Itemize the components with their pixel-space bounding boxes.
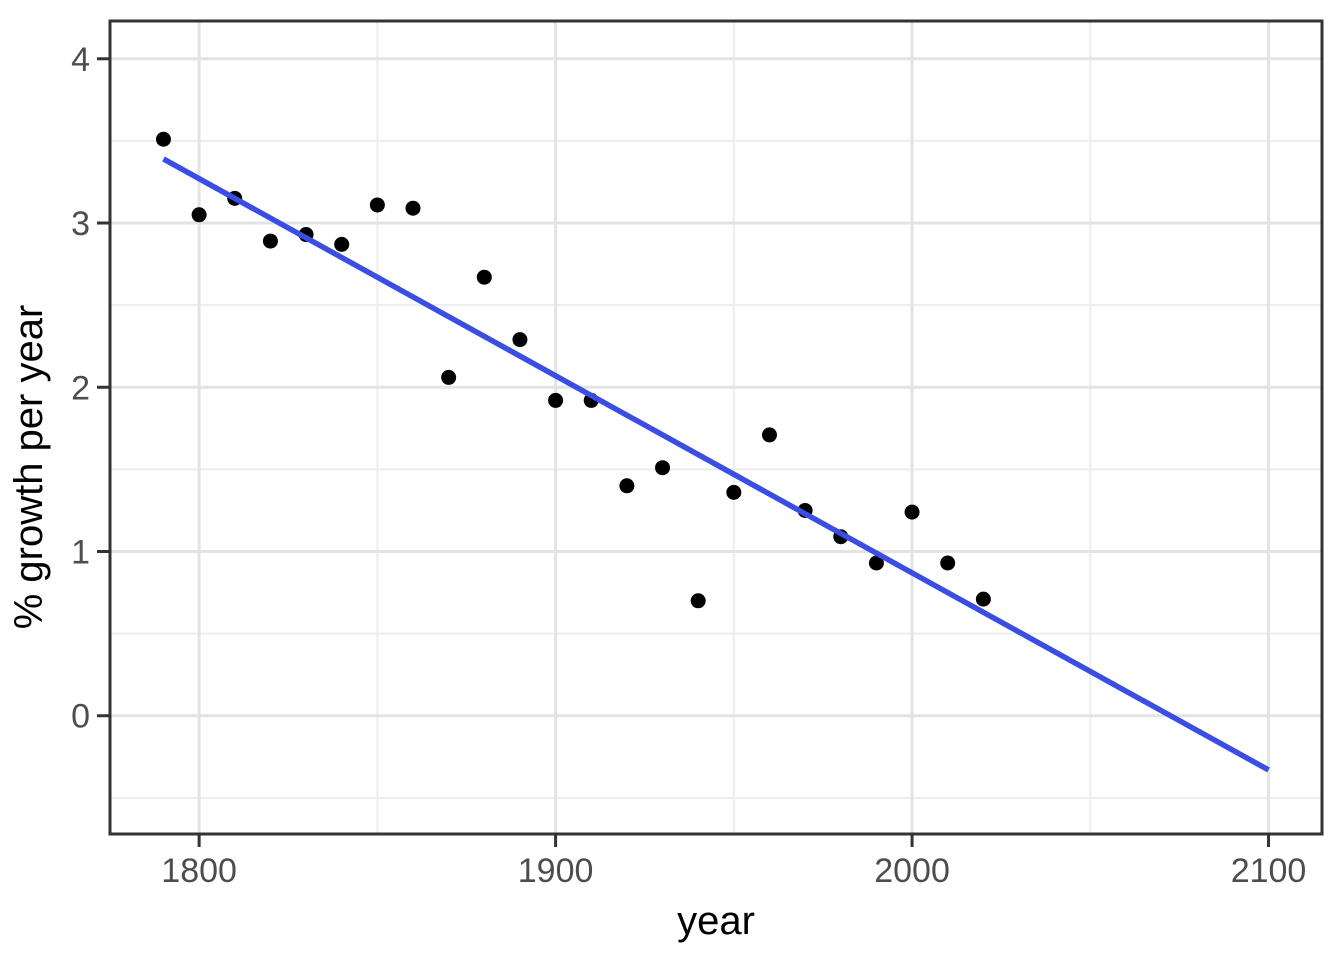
y-tick-label: 4: [71, 41, 90, 79]
data-point: [619, 478, 635, 494]
data-point: [155, 131, 171, 147]
x-tick-label: 1900: [518, 852, 594, 890]
data-point: [904, 504, 920, 520]
data-point: [548, 392, 564, 408]
axis-ticks-layer: [97, 57, 1271, 847]
y-axis-title: % growth per year: [7, 305, 51, 630]
trend-line: [162, 156, 1270, 773]
x-tick-label: 2100: [1231, 852, 1307, 890]
data-point: [868, 555, 884, 571]
data-point: [940, 555, 956, 571]
data-point: [761, 427, 777, 443]
panel-border: [108, 19, 1324, 836]
data-point: [512, 332, 528, 348]
x-tick-label: 2000: [874, 852, 950, 890]
data-point: [476, 269, 492, 285]
data-point: [405, 200, 421, 216]
data-point: [334, 236, 350, 252]
data-point: [975, 591, 991, 607]
data-point: [690, 593, 706, 609]
y-tick-label: 1: [71, 534, 90, 572]
data-layer: [155, 131, 1270, 773]
x-axis-title: year: [677, 899, 755, 943]
y-tick-label: 3: [71, 205, 90, 243]
data-point: [655, 460, 671, 476]
data-point: [726, 484, 742, 500]
gridlines-layer: [110, 21, 1322, 834]
panel-frame-layer: [108, 19, 1324, 836]
y-tick-label: 0: [71, 698, 90, 736]
data-point: [262, 233, 278, 249]
data-point: [441, 369, 457, 385]
y-tick-label: 2: [71, 369, 90, 407]
x-tick-label: 1800: [161, 852, 237, 890]
data-point: [191, 207, 207, 223]
tick-labels-layer: 1800 1900 2000 2100 0 1 2 3 4: [71, 41, 1306, 890]
data-point: [369, 197, 385, 213]
